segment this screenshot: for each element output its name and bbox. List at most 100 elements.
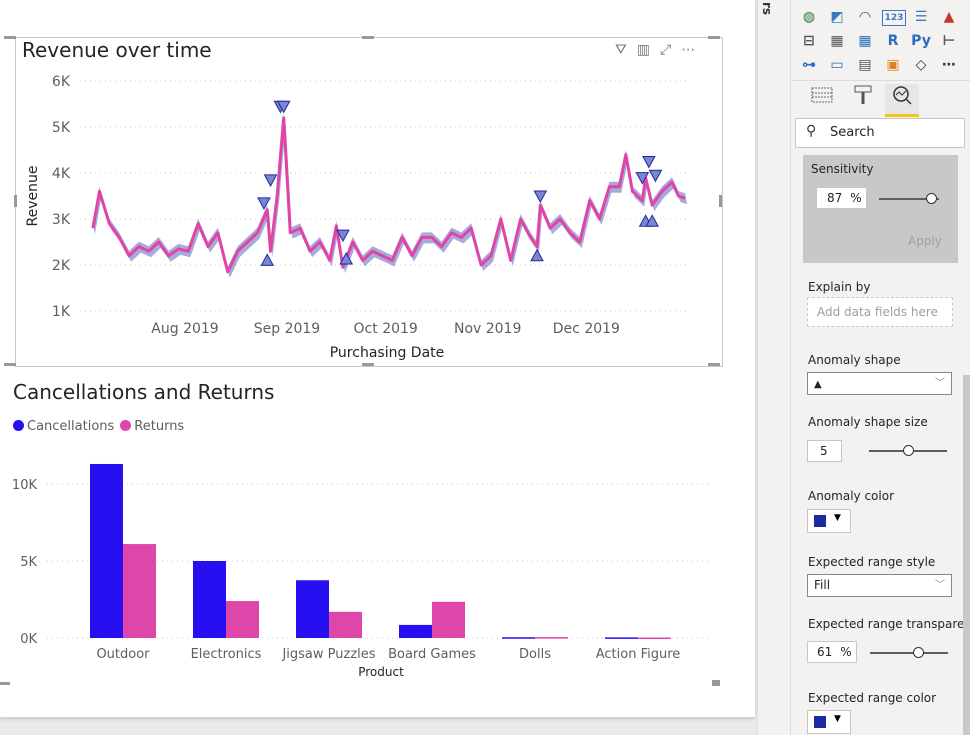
x-tick-label: Nov 2019 <box>454 321 521 337</box>
legend-dot <box>120 420 132 431</box>
anomaly-marker <box>642 156 656 169</box>
apply-button[interactable]: Apply <box>908 234 942 248</box>
slider-knob[interactable] <box>912 647 924 658</box>
explain-by-label: Explain by <box>808 280 871 294</box>
gauge-icon[interactable]: ◠ <box>859 9 871 25</box>
bar-legend: Cancellations Returns <box>13 419 184 434</box>
x-tick-label: Aug 2019 <box>151 321 218 337</box>
bar-returns <box>432 601 465 638</box>
legend-item-returns[interactable]: Returns <box>120 419 184 434</box>
x-tick-label: Sep 2019 <box>254 321 320 337</box>
sensitivity-slider[interactable] <box>879 193 939 204</box>
sensitivity-input[interactable]: 87% <box>816 187 867 209</box>
r-visual-icon[interactable]: R <box>887 33 899 49</box>
format-tab[interactable] <box>846 84 880 114</box>
dropzone-placeholder: Add data fields here <box>817 305 938 319</box>
charts-svg: 1K 2K 3K 4K 5K 6K Aug 2019 Sep 2019 Oct 2019 Nov … <box>12 74 712 679</box>
range-transparency-input[interactable]: 61% <box>807 641 857 663</box>
slicer-icon[interactable]: ⊟ <box>803 33 815 49</box>
search-input[interactable]: ⚲ Search <box>795 118 965 148</box>
transparency-value: 61 <box>817 645 833 659</box>
table-icon[interactable]: ▦ <box>830 33 844 49</box>
filter-icon[interactable]: ⛛ <box>615 42 627 58</box>
anomaly-marker <box>635 172 650 185</box>
range-color-picker[interactable]: ▼ <box>807 710 851 734</box>
bar-returns <box>535 637 568 639</box>
qna-icon[interactable]: ▭ <box>830 57 844 73</box>
anomaly-marker <box>339 251 354 265</box>
search-icon: ⚲ <box>806 123 817 139</box>
power-apps-icon[interactable]: ◇ <box>915 57 927 73</box>
visual-header: ⛛ ▥ ⤢ ⋯ <box>615 42 695 58</box>
analytics-icon[interactable]: ▥ <box>636 42 650 58</box>
card-icon[interactable]: 123 <box>882 10 906 26</box>
more-visuals-icon[interactable]: ⋯ <box>942 57 956 73</box>
map-icon[interactable]: ◍ <box>802 9 816 25</box>
bar-cancellations <box>193 561 226 638</box>
more-options-icon[interactable]: ⋯ <box>681 42 696 58</box>
resize-handle[interactable] <box>708 36 720 39</box>
anomaly-size-value: 5 <box>820 444 828 458</box>
legend-dot <box>13 420 24 431</box>
anomaly-color-picker[interactable]: ▼ <box>807 509 851 533</box>
anomaly-size-input[interactable]: 5 <box>807 440 842 462</box>
y-tick-label: 5K <box>52 120 71 136</box>
line-chart-title: Revenue over time <box>22 38 212 62</box>
filled-map-icon[interactable]: ◩ <box>830 9 844 25</box>
anomaly-marker <box>336 229 350 243</box>
focus-mode-icon[interactable]: ⤢ <box>660 42 672 58</box>
anomaly-shape-label: Anomaly shape <box>808 353 901 367</box>
anomaly-color-label: Anomaly color <box>808 489 894 503</box>
y-tick-label: 1K <box>52 304 71 320</box>
bar-chart-title: Cancellations and Returns <box>13 380 275 404</box>
unit: % <box>840 645 852 659</box>
key-influencers-icon[interactable]: ⊢ <box>942 33 956 49</box>
slider-knob[interactable] <box>926 193 938 204</box>
filters-pane-label: rs <box>760 2 774 16</box>
x-tick-label: Electronics <box>191 647 262 662</box>
smart-narrative-icon[interactable]: ▤ <box>858 57 872 73</box>
x-axis-title: Product <box>358 665 404 679</box>
filters-pane-collapsed[interactable] <box>757 0 790 735</box>
x-axis-title: Purchasing Date <box>330 345 445 361</box>
resize-handle[interactable] <box>362 363 374 366</box>
multi-row-card-icon[interactable]: ☰ <box>914 9 928 25</box>
x-tick-label: Action Figure <box>596 647 681 662</box>
resize-handle[interactable] <box>362 36 374 39</box>
paginated-report-icon[interactable]: ▣ <box>886 57 900 73</box>
y-tick-label: 10K <box>12 478 38 493</box>
selected-value: ▲ <box>814 379 822 390</box>
bar-cancellations <box>502 637 535 639</box>
fields-tab[interactable] <box>805 84 839 114</box>
pane-scrollbar[interactable] <box>963 375 970 735</box>
decomposition-tree-icon[interactable]: ⊶ <box>802 57 816 73</box>
kpi-icon[interactable]: ▲ <box>943 9 955 25</box>
anomaly-marker <box>263 174 278 187</box>
range-transparency-slider[interactable] <box>870 647 948 658</box>
explain-by-dropzone[interactable]: Add data fields here <box>807 297 953 327</box>
resize-handle[interactable] <box>4 363 16 366</box>
anomaly-shape-select[interactable]: ▲ ﹀ <box>807 372 952 395</box>
resize-handle[interactable] <box>4 36 16 39</box>
bar-cancellations <box>605 637 638 639</box>
anomaly-size-slider[interactable] <box>869 445 947 456</box>
resize-handle[interactable] <box>712 680 720 686</box>
bar-cancellations <box>296 580 329 638</box>
range-transparency-label: Expected range transpare... <box>808 617 970 631</box>
y-tick-label: 5K <box>20 555 37 570</box>
y-tick-label: 0K <box>20 632 37 647</box>
resize-handle[interactable] <box>14 195 17 207</box>
x-tick-label: Outdoor <box>96 647 150 662</box>
matrix-icon[interactable]: ▦ <box>858 33 872 49</box>
legend-item-cancellations[interactable]: Cancellations <box>13 419 114 434</box>
resize-handle[interactable] <box>708 363 720 366</box>
slider-knob[interactable] <box>903 445 914 456</box>
anomaly-marker <box>648 169 663 183</box>
x-tick-label: Dolls <box>519 647 551 662</box>
range-style-select[interactable]: Fill ﹀ <box>807 574 952 597</box>
python-visual-icon[interactable]: Py <box>911 33 931 49</box>
analytics-tab[interactable] <box>885 84 919 117</box>
resize-handle[interactable] <box>719 195 722 207</box>
chevron-down-icon: ﹀ <box>935 580 945 591</box>
resize-handle[interactable] <box>0 682 10 685</box>
